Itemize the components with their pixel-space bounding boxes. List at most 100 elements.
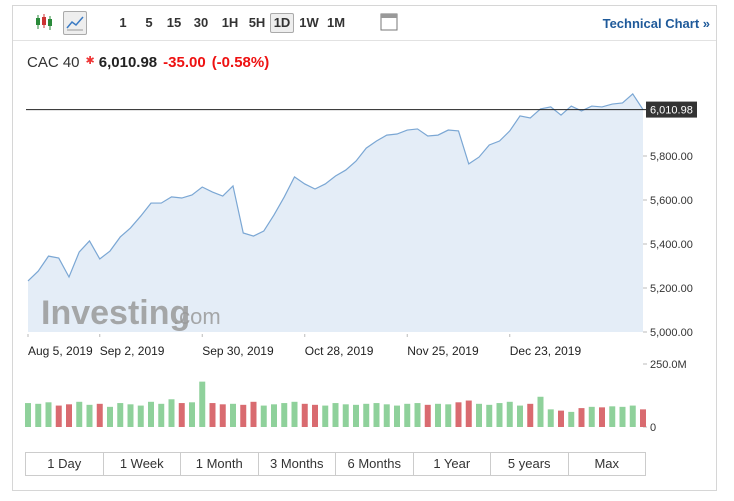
period-button[interactable]: 1 Week — [104, 453, 181, 475]
volume-bar — [640, 409, 646, 427]
volume-bar — [107, 406, 113, 427]
interval-button[interactable]: 1H — [221, 15, 239, 30]
index-name: CAC 40 — [27, 54, 80, 71]
volume-bar — [35, 403, 42, 427]
volume-bar — [445, 404, 452, 427]
volume-bar — [599, 407, 605, 427]
volume-bar — [86, 404, 93, 427]
y-tick-label: 5,000.00 — [650, 327, 693, 339]
x-tick-label: Sep 2, 2019 — [100, 344, 165, 358]
volume-bar — [506, 401, 513, 427]
volume-bar — [322, 405, 329, 427]
volume-tick-label: 0 — [650, 422, 656, 434]
toolbar: Technical Chart » 1 5 15 30 1H 5H 1D 1W 1M — [13, 6, 716, 41]
interval-button[interactable]: 5H — [248, 15, 266, 30]
x-tick-label: Aug 5, 2019 — [28, 344, 93, 358]
x-tick-label: Dec 23, 2019 — [510, 344, 582, 358]
volume-bar — [332, 403, 339, 427]
period-button[interactable]: 1 Day — [26, 453, 104, 475]
volume-bar — [496, 403, 503, 427]
volume-bar — [250, 401, 257, 427]
period-button[interactable]: 5 years — [491, 453, 569, 475]
y-tick-label: 5,400.00 — [650, 239, 693, 251]
x-tick-label: Nov 25, 2019 — [407, 344, 479, 358]
volume-bar — [230, 403, 236, 427]
volume-bar — [629, 405, 636, 427]
volume-bar — [260, 405, 267, 427]
volume-bar — [547, 409, 554, 427]
interval-button[interactable]: 1W — [299, 15, 319, 30]
x-tick-label: Oct 28, 2019 — [305, 344, 374, 358]
volume-bar — [476, 403, 482, 427]
volume-bar — [117, 403, 124, 427]
period-selector: 1 Day 1 Week 1 Month 3 Months 6 Months 1 Year… — [25, 452, 646, 476]
interval-button[interactable]: 1D — [270, 13, 294, 33]
interval-button[interactable]: 30 — [193, 15, 209, 30]
change-percent: (-0.58%) — [211, 54, 270, 71]
volume-bar — [414, 403, 421, 427]
price-area — [28, 93, 643, 333]
volume-bar — [96, 403, 103, 427]
reference-label-box — [646, 101, 697, 118]
last-price: 6,010.98 — [98, 54, 158, 71]
volume-bar — [76, 401, 83, 427]
technical-chart-link[interactable]: Technical Chart » — [602, 16, 710, 31]
interval-button[interactable]: 1M — [326, 15, 346, 30]
volume-bar — [312, 404, 318, 427]
volume-bar — [435, 403, 441, 427]
interval-button[interactable]: 1 — [119, 15, 127, 30]
chart: Investing .com 5,000.00 5,200.00 5,400.00 5… — [25, 93, 697, 434]
volume-bar — [199, 381, 206, 427]
period-button[interactable]: 3 Months — [259, 453, 336, 475]
star: ✱ — [85, 55, 95, 67]
volume-bar — [189, 402, 195, 427]
candlestick-icon[interactable] — [33, 11, 55, 33]
volume-bar — [353, 404, 359, 427]
volume-bar — [373, 403, 380, 427]
volume-bar — [25, 403, 31, 427]
volume-bar — [383, 404, 390, 427]
volume-bar — [527, 403, 534, 427]
volume-bar — [394, 405, 400, 427]
volume-bar — [455, 402, 462, 427]
x-tick-label: Sep 30, 2019 — [202, 344, 274, 358]
volume-bar — [609, 406, 616, 427]
period-button[interactable]: Max — [594, 456, 620, 471]
volume-bar — [281, 403, 288, 427]
period-button[interactable]: 1 Year — [414, 453, 491, 475]
y-tick-label: 5,800.00 — [650, 151, 693, 163]
y-tick-label: 5,200.00 — [650, 283, 693, 295]
volume-bar — [588, 406, 595, 427]
change: -35.00 — [163, 54, 206, 71]
volume-bar — [271, 404, 277, 427]
volume-bar — [45, 402, 52, 427]
watermark-brand: Investing — [41, 294, 190, 332]
volume-bar — [578, 408, 585, 427]
volume-bar — [342, 404, 349, 427]
price-line — [27, 93, 644, 282]
volume-bar — [219, 404, 226, 427]
settings-icon[interactable] — [378, 11, 400, 33]
volume-bar — [568, 411, 575, 427]
volume-bar — [486, 404, 493, 427]
y-tick-label: 5,600.00 — [650, 195, 693, 207]
period-button[interactable]: 6 Months — [336, 453, 414, 475]
reference-label: 6,010.98 — [650, 105, 693, 117]
interval-button[interactable]: 15 — [166, 15, 182, 30]
area-icon[interactable] — [63, 11, 87, 35]
volume-bar — [404, 403, 411, 427]
volume-bar — [517, 405, 523, 427]
volume-bar — [619, 406, 626, 427]
volume-bar — [148, 401, 154, 427]
volume-bar — [465, 400, 472, 427]
volume-bar — [66, 404, 72, 427]
period-button[interactable]: 1 Month — [181, 453, 259, 475]
volume-bar — [127, 404, 134, 427]
volume-bar — [363, 403, 370, 427]
volume-bar — [158, 403, 165, 427]
volume-bar — [301, 403, 308, 427]
volume-bar — [240, 404, 247, 427]
interval-button[interactable]: 5 — [145, 15, 153, 30]
volume-bar — [558, 410, 564, 427]
watermark-suffix: .com — [173, 304, 221, 329]
